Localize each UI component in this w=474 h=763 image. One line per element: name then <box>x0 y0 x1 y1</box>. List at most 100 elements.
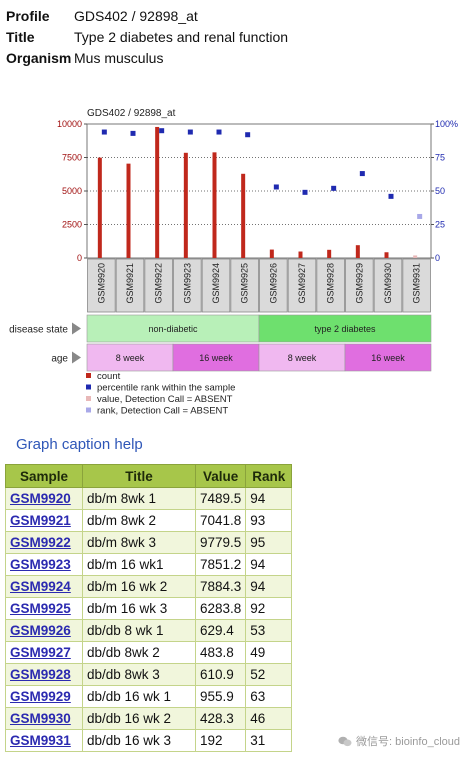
sample-label-box <box>373 258 403 313</box>
sample-rank: 31 <box>245 729 293 752</box>
sample-title: db/m 16 wk1 <box>82 553 196 576</box>
sample-value: 9779.5 <box>194 531 247 554</box>
watermark-text: 微信号: bioinfo_cloud <box>356 736 460 748</box>
table-row: GSM9926 db/db 8 wk 1 629.4 53 <box>5 619 293 642</box>
rank-point <box>245 132 251 138</box>
sample-value: 428.3 <box>194 707 247 730</box>
sample-rank: 93 <box>245 509 293 532</box>
rank-point <box>388 193 394 199</box>
sample-title: db/m 16 wk 2 <box>82 575 196 598</box>
expression-chart: GDS402 / 92898_at 0 0 2500 25 5000 50 7500 75 100… <box>9 108 458 417</box>
count-bar <box>384 252 389 258</box>
legend-swatch <box>86 396 91 401</box>
row-group-cell <box>258 343 346 372</box>
sample-link[interactable]: GSM9921 <box>5 509 83 532</box>
row-group-cell <box>258 314 432 343</box>
organism-value: Mus musculus <box>74 50 164 66</box>
x-tick-label: GSM9929 <box>354 263 364 304</box>
row-group-label: 16 week <box>371 353 405 363</box>
col-header-title: Title <box>82 464 196 488</box>
graph-caption-help-link[interactable]: Graph caption help <box>16 436 143 453</box>
sample-link[interactable]: GSM9922 <box>5 531 83 554</box>
sample-rank: 92 <box>245 597 293 620</box>
right-tick-label: 25 <box>435 220 445 230</box>
samples-table: Sample Title Value Rank GSM9920 db/m 8wk … <box>5 464 293 752</box>
table-row: GSM9928 db/db 8wk 3 610.9 52 <box>5 663 293 686</box>
sample-label-box <box>87 258 116 313</box>
sample-title: db/db 16 wk 2 <box>82 707 196 730</box>
col-header-sample: Sample <box>5 464 83 488</box>
count-bar <box>183 152 188 258</box>
sample-link[interactable]: GSM9931 <box>5 729 83 752</box>
x-tick-label: GSM9920 <box>96 263 106 304</box>
table-row: GSM9921 db/m 8wk 2 7041.8 93 <box>5 509 293 532</box>
sample-link[interactable]: GSM9927 <box>5 641 83 664</box>
sample-link[interactable]: GSM9924 <box>5 575 83 598</box>
right-tick-label: 75 <box>435 153 445 163</box>
sample-label-box <box>287 258 317 313</box>
count-bar <box>327 249 332 258</box>
legend-label: percentile rank within the sample <box>97 383 235 394</box>
title-label: Title <box>6 29 35 45</box>
count-bar <box>413 255 418 258</box>
sample-value: 192 <box>194 729 247 752</box>
table-row: GSM9929 db/db 16 wk 1 955.9 63 <box>5 685 293 708</box>
right-tick-label: 0 <box>435 253 440 263</box>
row-arrow-icon <box>72 351 81 364</box>
row-arrow-icon <box>72 322 81 335</box>
row-label: disease state <box>9 325 68 336</box>
table-row: GSM9923 db/m 16 wk1 7851.2 94 <box>5 553 293 576</box>
x-tick-label: GSM9931 <box>412 263 422 304</box>
x-tick-label: GSM9927 <box>297 263 307 304</box>
x-tick-label: GSM9923 <box>182 263 192 304</box>
count-bar <box>298 251 303 258</box>
row-group-label: non-diabetic <box>148 324 198 334</box>
count-bar <box>355 245 360 258</box>
col-header-value: Value <box>194 464 247 488</box>
sample-link[interactable]: GSM9925 <box>5 597 83 620</box>
table-row: GSM9931 db/db 16 wk 3 192 31 <box>5 729 293 752</box>
sample-value: 7851.2 <box>194 553 247 576</box>
meta-title-row: Title Type 2 diabetes and renal function <box>6 27 288 48</box>
sample-title: db/m 8wk 1 <box>82 487 196 510</box>
rank-point <box>187 129 193 135</box>
sample-link[interactable]: GSM9923 <box>5 553 83 576</box>
profile-value: GDS402 / 92898_at <box>74 8 198 24</box>
count-bar <box>212 152 217 258</box>
right-tick-label: 100% <box>435 119 458 129</box>
sample-rank: 52 <box>245 663 293 686</box>
sample-link[interactable]: GSM9920 <box>5 487 83 510</box>
table-row: GSM9930 db/db 16 wk 2 428.3 46 <box>5 707 293 730</box>
sample-label-box <box>259 258 288 313</box>
legend-swatch <box>86 373 91 378</box>
sample-title: db/db 8wk 2 <box>82 641 196 664</box>
count-bar <box>126 163 131 258</box>
legend-swatch <box>86 384 91 390</box>
row-label: age <box>51 354 68 365</box>
watermark: 微信号: bioinfo_cloud <box>338 733 460 749</box>
sample-label-box <box>316 258 345 313</box>
meta-organism-row: Organism Mus musculus <box>6 48 288 69</box>
x-tick-label: GSM9924 <box>211 263 221 304</box>
sample-link[interactable]: GSM9929 <box>5 685 83 708</box>
row-group-label: type 2 diabetes <box>314 324 376 334</box>
legend-label: value, Detection Call = ABSENT <box>97 394 233 405</box>
sample-title: db/db 16 wk 1 <box>82 685 196 708</box>
sample-title: db/db 8 wk 1 <box>82 619 196 642</box>
sample-value: 7041.8 <box>194 509 247 532</box>
rank-point <box>159 128 165 134</box>
row-group-cell <box>172 343 260 372</box>
sample-link[interactable]: GSM9928 <box>5 663 83 686</box>
right-tick-label: 50 <box>435 186 445 196</box>
sample-link[interactable]: GSM9926 <box>5 619 83 642</box>
sample-rank: 94 <box>245 575 293 598</box>
left-tick-label: 2500 <box>62 220 82 230</box>
legend-label: rank, Detection Call = ABSENT <box>97 406 228 417</box>
sample-rank: 53 <box>245 619 293 642</box>
wechat-icon <box>338 736 352 747</box>
rank-point <box>331 185 337 191</box>
sample-label-box <box>230 258 259 313</box>
sample-rank: 63 <box>245 685 293 708</box>
sample-link[interactable]: GSM9930 <box>5 707 83 730</box>
left-tick-label: 7500 <box>62 153 82 163</box>
